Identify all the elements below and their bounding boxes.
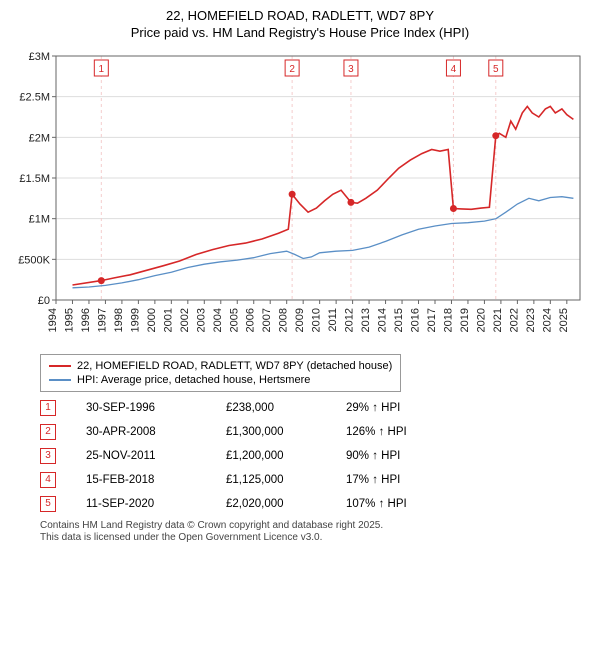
tx-price: £1,200,000 <box>226 450 346 462</box>
svg-text:2016: 2016 <box>410 308 422 332</box>
legend-label-price: 22, HOMEFIELD ROAD, RADLETT, WD7 8PY (de… <box>77 360 392 372</box>
title-line2: Price paid vs. HM Land Registry's House … <box>10 25 590 42</box>
svg-text:2021: 2021 <box>492 308 504 332</box>
svg-text:2014: 2014 <box>377 308 389 332</box>
tx-pct: 17% ↑ HPI <box>346 474 466 486</box>
svg-text:1999: 1999 <box>129 308 141 332</box>
tx-idx: 1 <box>40 400 56 416</box>
price-chart: £0 £500K £1M £1.5M £2M £2.5M £3M 1994 1995 1996 19… <box>10 48 590 348</box>
svg-text:£0: £0 <box>38 295 50 307</box>
table-row: 4 15-FEB-2018 £1,125,000 17% ↑ HPI <box>40 468 590 492</box>
svg-text:1994: 1994 <box>47 308 59 332</box>
svg-text:1: 1 <box>99 64 105 75</box>
svg-text:2012: 2012 <box>344 308 356 332</box>
attribution-l1: Contains HM Land Registry data © Crown c… <box>40 520 590 533</box>
svg-text:2024: 2024 <box>541 308 553 332</box>
svg-text:2023: 2023 <box>525 308 537 332</box>
tx-pct: 126% ↑ HPI <box>346 426 466 438</box>
attribution-l2: This data is licensed under the Open Gov… <box>40 532 590 545</box>
svg-text:2008: 2008 <box>278 308 290 332</box>
svg-text:3: 3 <box>348 64 354 75</box>
tx-price: £238,000 <box>226 402 346 414</box>
legend-swatch-price <box>49 365 71 368</box>
svg-text:2009: 2009 <box>294 308 306 332</box>
svg-text:1995: 1995 <box>63 308 75 332</box>
svg-text:2020: 2020 <box>475 308 487 332</box>
tx-date: 25-NOV-2011 <box>86 450 226 462</box>
svg-text:2025: 2025 <box>558 308 570 332</box>
svg-text:1998: 1998 <box>113 308 125 332</box>
attribution: Contains HM Land Registry data © Crown c… <box>40 520 590 545</box>
table-row: 3 25-NOV-2011 £1,200,000 90% ↑ HPI <box>40 444 590 468</box>
svg-text:2001: 2001 <box>162 308 174 332</box>
svg-text:2000: 2000 <box>146 308 158 332</box>
tx-pct: 90% ↑ HPI <box>346 450 466 462</box>
legend-row-price: 22, HOMEFIELD ROAD, RADLETT, WD7 8PY (de… <box>49 359 392 373</box>
svg-text:£1M: £1M <box>29 213 50 225</box>
svg-text:2005: 2005 <box>228 308 240 332</box>
tx-price: £2,020,000 <box>226 498 346 510</box>
svg-text:5: 5 <box>493 64 499 75</box>
svg-text:2010: 2010 <box>311 308 323 332</box>
svg-text:2018: 2018 <box>442 308 454 332</box>
svg-text:2002: 2002 <box>179 308 191 332</box>
table-row: 2 30-APR-2008 £1,300,000 126% ↑ HPI <box>40 420 590 444</box>
chart-title: 22, HOMEFIELD ROAD, RADLETT, WD7 8PY Pri… <box>10 8 590 42</box>
table-row: 5 11-SEP-2020 £2,020,000 107% ↑ HPI <box>40 492 590 516</box>
tx-idx: 2 <box>40 424 56 440</box>
svg-text:4: 4 <box>451 64 457 75</box>
tx-pct: 29% ↑ HPI <box>346 402 466 414</box>
tx-date: 30-APR-2008 <box>86 426 226 438</box>
svg-text:2: 2 <box>289 64 295 75</box>
svg-text:£3M: £3M <box>29 51 50 63</box>
transactions-table: 1 30-SEP-1996 £238,000 29% ↑ HPI 2 30-AP… <box>40 396 590 516</box>
tx-date: 11-SEP-2020 <box>86 498 226 510</box>
tx-idx: 4 <box>40 472 56 488</box>
svg-text:£1.5M: £1.5M <box>19 173 50 185</box>
svg-text:2022: 2022 <box>508 308 520 332</box>
svg-text:2011: 2011 <box>327 308 339 332</box>
tx-idx: 5 <box>40 496 56 512</box>
svg-text:£2.5M: £2.5M <box>19 91 50 103</box>
table-row: 1 30-SEP-1996 £238,000 29% ↑ HPI <box>40 396 590 420</box>
svg-text:2019: 2019 <box>459 308 471 332</box>
legend-row-hpi: HPI: Average price, detached house, Hert… <box>49 373 392 387</box>
legend: 22, HOMEFIELD ROAD, RADLETT, WD7 8PY (de… <box>40 354 401 392</box>
tx-date: 15-FEB-2018 <box>86 474 226 486</box>
legend-swatch-hpi <box>49 379 71 381</box>
tx-pct: 107% ↑ HPI <box>346 498 466 510</box>
legend-label-hpi: HPI: Average price, detached house, Hert… <box>77 374 310 386</box>
svg-text:1996: 1996 <box>80 308 92 332</box>
svg-text:1997: 1997 <box>96 308 108 332</box>
svg-text:£500K: £500K <box>18 254 50 266</box>
tx-idx: 3 <box>40 448 56 464</box>
svg-text:2003: 2003 <box>195 308 207 332</box>
title-line1: 22, HOMEFIELD ROAD, RADLETT, WD7 8PY <box>10 8 590 25</box>
svg-text:2004: 2004 <box>212 308 224 332</box>
tx-price: £1,300,000 <box>226 426 346 438</box>
svg-text:£2M: £2M <box>29 132 50 144</box>
tx-price: £1,125,000 <box>226 474 346 486</box>
svg-text:2006: 2006 <box>245 308 257 332</box>
tx-date: 30-SEP-1996 <box>86 402 226 414</box>
svg-text:2013: 2013 <box>360 308 372 332</box>
svg-text:2015: 2015 <box>393 308 405 332</box>
svg-text:2017: 2017 <box>426 308 438 332</box>
svg-text:2007: 2007 <box>261 308 273 332</box>
